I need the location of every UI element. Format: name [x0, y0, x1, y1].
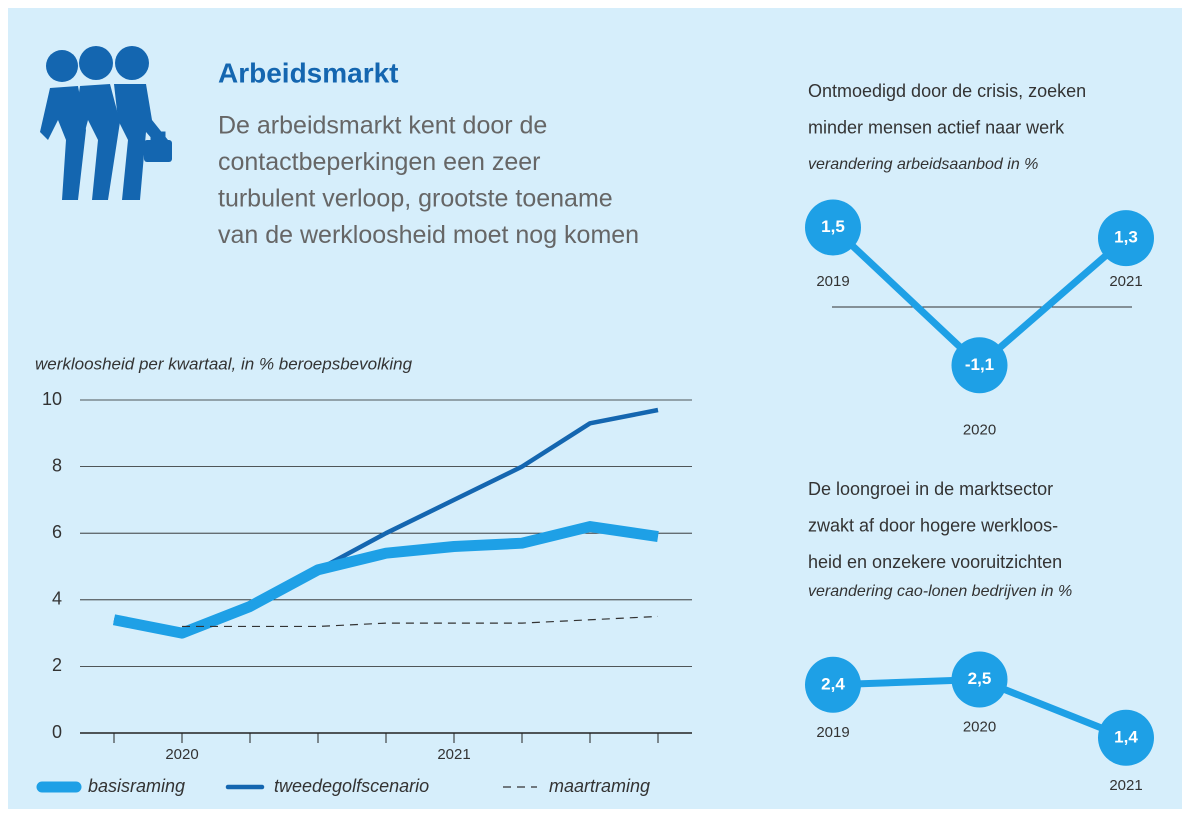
year-label: 2020 [963, 421, 996, 438]
walking-people-icon [40, 46, 172, 200]
chart-subtitle: verandering cao-lonen bedrijven in % [808, 583, 1072, 600]
year-label: 2021 [1109, 777, 1142, 794]
page-title: Arbeidsmarkt [218, 57, 399, 88]
value-dot [805, 656, 861, 713]
x-tick-label: 2020 [165, 746, 198, 763]
value-label: 1,4 [1114, 727, 1138, 746]
chart-title: minder mensen actief naar werk [808, 117, 1065, 137]
chart-title: werkloosheid per kwartaal, in % beroepsb… [35, 354, 413, 373]
subtitle-line: van de werkloosheid moet nog komen [218, 221, 639, 249]
value-dot [1098, 210, 1154, 267]
subtitle-line: contactbeperkingen een zeer [218, 148, 540, 176]
y-tick-label: 8 [52, 455, 62, 475]
y-tick-label: 4 [52, 589, 62, 609]
y-tick-label: 10 [42, 389, 62, 409]
x-tick-label: 2021 [437, 746, 470, 763]
chart-title: heid en onzekere vooruitzichten [808, 552, 1062, 572]
legend-label: tweedegolfscenario [274, 776, 429, 796]
legend-label: maartraming [549, 776, 650, 796]
y-tick-label: 6 [52, 522, 62, 542]
year-label: 2019 [816, 724, 849, 741]
value-label: 2,4 [821, 674, 845, 693]
series-line [182, 615, 659, 628]
year-label: 2021 [1109, 273, 1142, 290]
page-subtitle: De arbeidsmarkt kent door de contactbeper… [218, 112, 639, 250]
chart-title: zwakt af door hogere werkloos- [808, 515, 1058, 535]
y-tick-label: 0 [52, 722, 62, 742]
chart-subtitle: verandering arbeidsaanbod in % [808, 156, 1038, 173]
year-label: 2019 [816, 273, 849, 290]
value-label: -1,1 [965, 355, 994, 374]
value-label: 1,5 [821, 217, 845, 236]
subtitle-line: turbulent verloop, grootste toename [218, 185, 613, 213]
value-label: 1,3 [1114, 228, 1138, 247]
value-label: 2,5 [968, 669, 992, 688]
legend-label: basisraming [88, 776, 185, 796]
y-tick-label: 2 [52, 655, 62, 675]
subtitle-line: De arbeidsmarkt kent door de [218, 112, 547, 140]
value-dot [951, 651, 1008, 708]
value-dot [805, 199, 861, 256]
year-label: 2020 [963, 718, 996, 735]
value-dot [951, 337, 1008, 394]
value-dot [1098, 709, 1154, 766]
chart-title: Ontmoedigd door de crisis, zoeken [808, 81, 1086, 101]
chart-title: De loongroei in de marktsector [808, 479, 1053, 499]
series-line [112, 521, 659, 639]
